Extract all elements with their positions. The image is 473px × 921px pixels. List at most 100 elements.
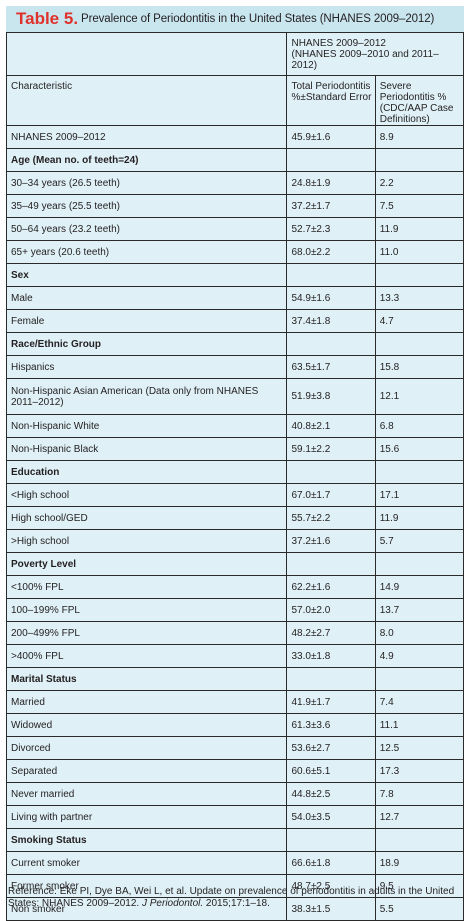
row-total-periodontitis: 67.0±1.7 xyxy=(286,483,376,507)
table-row: Hispanics 63.5±1.7 15.8 xyxy=(5,355,465,379)
header-row-columns: Characteristic Total Periodontitis %±Sta… xyxy=(5,75,465,126)
table-row: 50–64 years (23.2 teeth) 52.7±2.3 11.9 xyxy=(5,217,465,241)
header-group-line2: (NHANES 2009–2010 and 2011–2012) xyxy=(291,49,439,71)
section-empty-cell xyxy=(374,552,465,576)
section-label: Smoking Status xyxy=(5,828,288,852)
row-total-periodontitis: 45.9±1.6 xyxy=(286,125,376,149)
row-total-periodontitis: 61.3±3.6 xyxy=(286,713,376,737)
row-severe-periodontitis: 13.3 xyxy=(374,286,465,310)
row-total-periodontitis: 37.2±1.7 xyxy=(286,194,376,218)
section-row: Education xyxy=(5,460,465,484)
row-characteristic: 200–499% FPL xyxy=(5,621,288,645)
row-severe-periodontitis: 13.7 xyxy=(374,598,465,622)
header-severe: Severe Periodontitis % (CDC/AAP Case Def… xyxy=(374,75,465,126)
row-characteristic: 100–199% FPL xyxy=(5,598,288,622)
row-characteristic: High school/GED xyxy=(5,506,288,530)
header-empty-cell xyxy=(5,32,288,76)
row-total-periodontitis: 55.7±2.2 xyxy=(286,506,376,530)
table-row: 30–34 years (26.5 teeth) 24.8±1.9 2.2 xyxy=(5,171,465,195)
table-row: Never married 44.8±2.5 7.8 xyxy=(5,782,465,806)
row-severe-periodontitis: 8.0 xyxy=(374,621,465,645)
table-row: <High school 67.0±1.7 17.1 xyxy=(5,483,465,507)
table-row: Non-Hispanic Black 59.1±2.2 15.6 xyxy=(5,437,465,461)
section-empty-cell xyxy=(286,460,376,484)
section-label: Sex xyxy=(5,263,288,287)
row-total-periodontitis: 53.6±2.7 xyxy=(286,736,376,760)
table-row: 65+ years (20.6 teeth) 68.0±2.2 11.0 xyxy=(5,240,465,264)
row-characteristic: >High school xyxy=(5,529,288,553)
section-empty-cell xyxy=(286,148,376,172)
reference-prefix: Reference: Eke PI, Dye BA, Wei L, et al.… xyxy=(8,886,455,909)
row-total-periodontitis: 54.0±3.5 xyxy=(286,805,376,829)
section-row: Poverty Level xyxy=(5,552,465,576)
row-characteristic: Male xyxy=(5,286,288,310)
row-severe-periodontitis: 4.9 xyxy=(374,644,465,668)
header-severe-line3: Definitions) xyxy=(379,114,430,125)
table-row: Former smoker 48.7±2.5 9.5 xyxy=(5,874,465,898)
row-total-periodontitis: 48.2±2.7 xyxy=(286,621,376,645)
section-empty-cell xyxy=(286,667,376,691)
row-characteristic: Separated xyxy=(5,759,288,783)
section-empty-cell xyxy=(286,332,376,356)
row-severe-periodontitis: 4.7 xyxy=(374,309,465,333)
reference-note: Reference: Eke PI, Dye BA, Wei L, et al.… xyxy=(8,886,464,910)
row-severe-periodontitis: 18.9 xyxy=(374,851,465,875)
header-characteristic: Characteristic xyxy=(5,75,288,126)
row-total-periodontitis: 44.8±2.5 xyxy=(286,782,376,806)
row-total-periodontitis: 37.2±1.6 xyxy=(286,529,376,553)
section-label: Education xyxy=(5,460,288,484)
row-characteristic: >400% FPL xyxy=(5,644,288,668)
table-body: NHANES 2009–2012 (NHANES 2009–2010 and 2… xyxy=(5,32,465,921)
table-row: 200–499% FPL 48.2±2.7 8.0 xyxy=(5,621,465,645)
row-characteristic: <High school xyxy=(5,483,288,507)
row-total-periodontitis: 68.0±2.2 xyxy=(286,240,376,264)
row-characteristic: Non-Hispanic Asian American (Data only f… xyxy=(5,378,288,415)
section-row: Age (Mean no. of teeth=24) xyxy=(5,148,465,172)
header-severe-line1: Severe Periodontitis % xyxy=(379,81,447,103)
row-severe-periodontitis: 8.9 xyxy=(374,125,465,149)
table-row: 100–199% FPL 57.0±2.0 13.7 xyxy=(5,598,465,622)
row-characteristic: Female xyxy=(5,309,288,333)
section-empty-cell xyxy=(374,148,465,172)
table-row: <100% FPL 62.2±1.6 14.9 xyxy=(5,575,465,599)
row-severe-periodontitis: 7.8 xyxy=(374,782,465,806)
table-row: Divorced 53.6±2.7 12.5 xyxy=(5,736,465,760)
row-total-periodontitis: 59.1±2.2 xyxy=(286,437,376,461)
row-severe-periodontitis: 15.8 xyxy=(374,355,465,379)
row-total-periodontitis: 51.9±3.8 xyxy=(286,378,376,415)
row-total-periodontitis: 66.6±1.8 xyxy=(286,851,376,875)
row-characteristic: Widowed xyxy=(5,713,288,737)
row-total-periodontitis: 63.5±1.7 xyxy=(286,355,376,379)
row-characteristic: 30–34 years (26.5 teeth) xyxy=(5,171,288,195)
header-group-line1: NHANES 2009–2012 xyxy=(291,38,386,49)
table-row: Non-Hispanic Asian American (Data only f… xyxy=(5,378,465,415)
header-total-line2: %±Standard Error xyxy=(291,92,372,103)
row-total-periodontitis: 37.4±1.8 xyxy=(286,309,376,333)
row-severe-periodontitis: 11.0 xyxy=(374,240,465,264)
section-empty-cell xyxy=(374,667,465,691)
row-characteristic: Never married xyxy=(5,782,288,806)
header-row-group: NHANES 2009–2012 (NHANES 2009–2010 and 2… xyxy=(5,32,464,76)
row-characteristic: Married xyxy=(5,690,288,714)
section-empty-cell xyxy=(374,263,465,287)
section-row: Smoking Status xyxy=(5,828,465,852)
row-characteristic: 65+ years (20.6 teeth) xyxy=(5,240,288,264)
table-row: >400% FPL 33.0±1.8 4.9 xyxy=(5,644,465,668)
section-empty-cell xyxy=(286,552,376,576)
section-row: Marital Status xyxy=(5,667,465,691)
row-total-periodontitis: 40.8±2.1 xyxy=(286,414,376,438)
section-empty-cell xyxy=(374,828,465,852)
row-severe-periodontitis: 6.8 xyxy=(374,414,465,438)
section-label: Race/Ethnic Group xyxy=(5,332,288,356)
table-row: Separated 60.6±5.1 17.3 xyxy=(5,759,465,783)
row-characteristic: Current smoker xyxy=(5,851,288,875)
row-characteristic: Divorced xyxy=(5,736,288,760)
table-row: Male 54.9±1.6 13.3 xyxy=(5,286,465,310)
row-characteristic: Living with partner xyxy=(5,805,288,829)
table-row: NHANES 2009–2012 45.9±1.6 8.9 xyxy=(5,125,465,149)
header-total: Total Periodontitis %±Standard Error xyxy=(286,75,376,126)
row-total-periodontitis: 57.0±2.0 xyxy=(286,598,376,622)
row-severe-periodontitis: 11.9 xyxy=(374,217,465,241)
table-row: Married 41.9±1.7 7.4 xyxy=(5,690,465,714)
